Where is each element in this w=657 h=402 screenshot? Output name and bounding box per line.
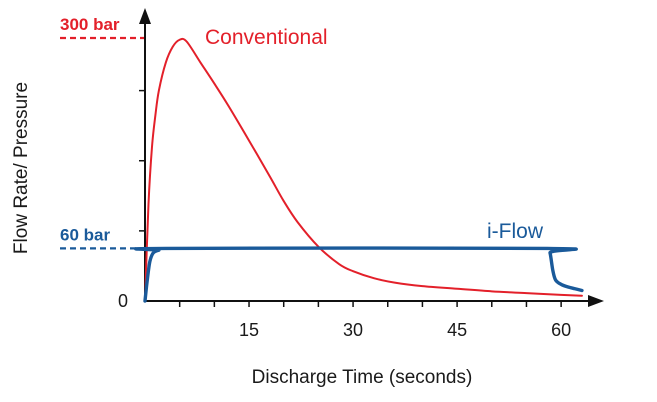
- y-axis-arrow: [139, 8, 151, 24]
- series-label-conventional: Conventional: [205, 26, 328, 49]
- y-axis-title: Flow Rate/ Pressure: [11, 82, 32, 254]
- series-line-conventional: [144, 37, 583, 302]
- x-axis-title: Discharge Time (seconds): [252, 367, 473, 388]
- series-label-i-flow: i-Flow: [487, 220, 544, 243]
- x-tick-label: 45: [447, 320, 467, 340]
- reference-label-60-bar: 60 bar: [60, 225, 110, 244]
- plot-area: 300 bar 60 bar 15 30 45 60 0 Discharge Time (se…: [11, 8, 604, 388]
- reference-label-300-bar: 300 bar: [60, 15, 120, 34]
- x-tick-label: 30: [343, 320, 363, 340]
- series-line-i-flow: [134, 246, 584, 303]
- x-tick-label: 60: [551, 320, 571, 340]
- x-tick-label: 15: [239, 320, 259, 340]
- y-zero-label: 0: [118, 291, 128, 311]
- x-axis-arrow: [588, 295, 604, 307]
